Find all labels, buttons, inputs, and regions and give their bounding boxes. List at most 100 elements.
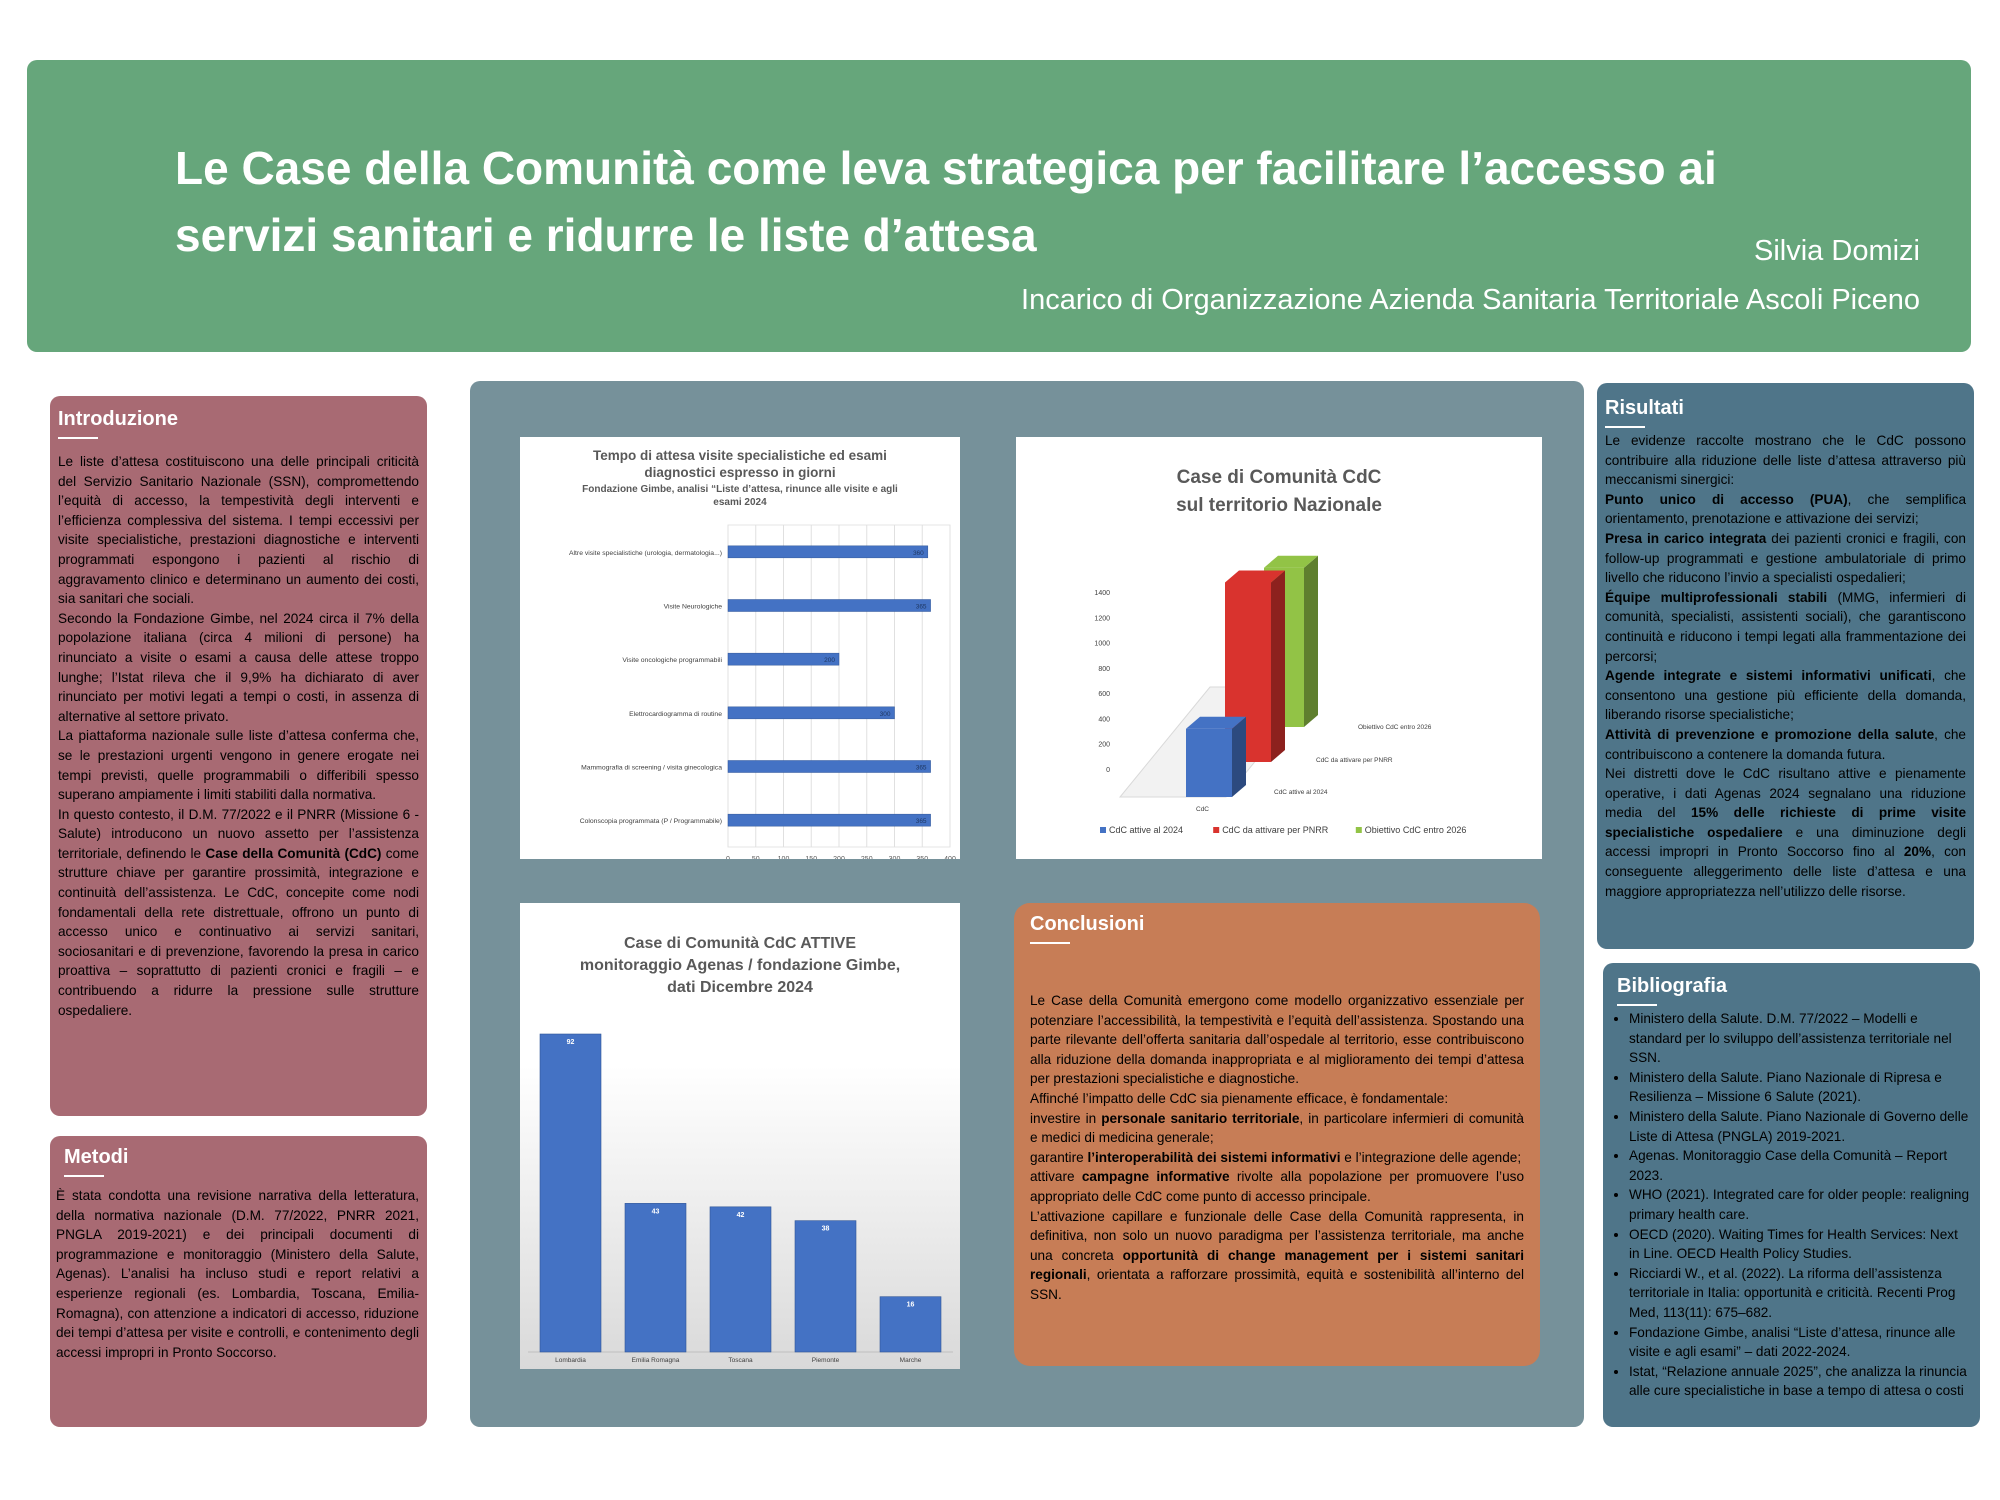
chart2-legend-label: CdC da attivare per PNRR [1222,825,1329,835]
concl-list-item: garantire l’interoperabilità dei sistemi… [1030,1149,1522,1165]
chart2-y-tick-label: 0 [1106,767,1110,774]
concl-paragraph: L’attivazione capillare e funzionale del… [1030,1208,1524,1302]
chart1-x-tick-label: 350 [916,856,928,859]
chart1-x-tick-label: 400 [944,856,956,859]
chart1-bar [727,760,931,773]
chart3-category-label: Emilia Romagna [632,1357,680,1364]
chart1-category-label: Elettrocardiogramma di routine [629,711,722,718]
chart1-bar [727,652,840,666]
chart2-title: Case di Comunità CdC sul territorio Nazi… [1176,467,1382,516]
cdc-national-chart: Case di Comunità CdC sul territorio Nazi… [1016,437,1542,859]
concl-list-item: investire in personale sanitario territo… [1030,1110,1524,1146]
chart1-bar [727,599,931,612]
chart2-bar-side [1232,716,1246,797]
intro-paragraph: Secondo la Fondazione Gimbe, nel 2024 ci… [58,610,419,724]
chart1-plot: 0 50 100 150 200 250 300 350 400 Altre visite spe… [569,524,956,859]
conclusioni-title: Conclusioni [1030,913,1144,944]
chart2-depth-label: CdC attive al 2024 [1274,789,1328,796]
chart1-category-label: Altre visite specialistiche (urologia, d… [569,550,722,557]
risultati-item: Presa in carico integrata dei pazienti c… [1605,530,1966,586]
bibliografia-body: Ministero della Salute. D.M. 77/2022 – M… [1613,1009,1970,1401]
risultati-body: Le evidenze raccolte mostrano che le CdC… [1605,431,1966,901]
chart1-bar [727,706,895,720]
cdc-active-regions-chart: Case di Comunità CdC ATTIVE monitoraggio… [520,903,960,1369]
chart3-plot: 92 Lombardia 43 Emilia Romagna 42 Toscana 38 Pi… [528,1033,953,1364]
chart1-bar [727,545,929,559]
title-line-1: Le Case della Comunità come leva strateg… [175,142,1717,194]
risultati-paragraph: Nei distretti dove le CdC risultano atti… [1605,766,1967,899]
risultati-item: Équipe multiprofessionali stabili (MMG, … [1605,589,1966,664]
risultati-item: Agende integrate e sistemi informativi u… [1605,668,1966,723]
chart3-bar [794,1220,857,1353]
chart1-x-tick-label: 100 [778,856,790,859]
chart3-category-label: Piemonte [812,1357,840,1364]
chart3-category-label: Toscana [728,1357,753,1364]
chart2-bar [1186,728,1232,797]
risultati-title: Risultati [1605,397,1684,428]
chart2-bar-top [1225,570,1285,583]
chart2-legend-label: Obiettivo CdC entro 2026 [1365,825,1467,835]
bibliography-item: Fondazione Gimbe, analisi “Liste d’attes… [1629,1323,1970,1362]
chart1-x-tick-label: 250 [861,856,873,859]
bibliografia-section: Bibliografia Ministero della Salute. D.M… [1603,963,1980,1427]
chart1-x-tick-label: 150 [805,856,817,859]
chart2-y-tick-label: 1200 [1094,615,1110,622]
chart1-data-label: 360 [913,550,924,557]
concl-paragraph: Le Case della Comunità emergono come mod… [1030,993,1524,1087]
chart2-y-tick-label: 600 [1098,691,1110,698]
chart2-bar-side [1271,570,1285,762]
chart3-category-label: Marche [900,1357,922,1364]
intro-paragraph: In questo contesto, il D.M. 77/2022 e il… [58,806,419,1018]
poster-title: Le Case della Comunità come leva strateg… [175,135,1875,269]
chart1-category-label: Colonscopia programmata (P / Programmabi… [580,818,722,825]
chart3-data-label: 16 [907,1302,915,1309]
author-affiliation: Incarico di Organizzazione Azienda Sanit… [1021,284,1920,316]
chart1-data-label: 200 [824,657,835,664]
chart1-data-label: 365 [916,765,927,772]
chart1-category-label: Mammografia di screening / visita gineco… [581,765,722,772]
metodi-title: Metodi [64,1146,128,1177]
conclusioni-section: Conclusioni Le Case della Comunità emerg… [1014,903,1540,1366]
risultati-section: Risultati Le evidenze raccolte mostrano … [1597,383,1974,949]
chart2-legend-swatch [1355,827,1362,833]
concl-paragraph: Affinché l’impatto delle CdC sia piename… [1030,1090,1449,1106]
introduzione-body: Le liste d’attesa costituiscono una dell… [58,452,419,1020]
chart1-data-label: 365 [916,604,927,611]
bibliography-item: WHO (2021). Integrated care for older pe… [1629,1185,1970,1224]
chart2-depth-label: Obiettivo CdC entro 2026 [1358,724,1432,731]
chart2-y-tick-label: 1000 [1094,641,1110,648]
chart2-bar-top [1186,716,1246,729]
chart3-data-label: 42 [737,1212,745,1219]
chart3-title: Case di Comunità CdC ATTIVE monitoraggio… [579,935,901,996]
intro-paragraph: La piattaforma nazionale sulle liste d’a… [58,728,419,803]
chart3-data-label: 92 [567,1039,575,1046]
title-line-2: servizi sanitari e ridurre le liste d’at… [175,209,1037,261]
metodi-section: Metodi È stata condotta una revisione na… [50,1136,427,1427]
chart1-x-tick-label: 300 [889,856,901,859]
chart2-bar-side [1304,555,1318,727]
chart3-category-label: Lombardia [555,1357,586,1364]
chart1-x-tick-label: 0 [726,856,730,859]
metodi-paragraph: È stata condotta una revisione narrativa… [56,1188,419,1360]
bibliography-item: Ministero della Salute. D.M. 77/2022 – M… [1629,1009,1970,1068]
chart1-data-label: 365 [916,818,927,825]
intro-paragraph: Le liste d’attesa costituiscono una dell… [58,454,419,607]
chart3-bar [709,1206,772,1353]
conclusioni-body: Le Case della Comunità emergono come mod… [1030,991,1524,1305]
bibliography-item: Ministero della Salute. Piano Nazionale … [1629,1107,1970,1146]
bibliografia-title: Bibliografia [1617,975,1727,1006]
author-name: Silvia Domizi [1754,235,1920,267]
chart2-y-tick-label: 800 [1098,666,1110,673]
chart1-x-tick-label: 50 [752,856,760,859]
bibliography-item: OECD (2020). Waiting Times for Health Se… [1629,1225,1970,1264]
chart2-legend-swatch [1100,827,1106,833]
waiting-times-chart: Tempo di attesa visite specialistiche ed… [520,437,960,859]
title-banner [27,60,1971,352]
risultati-item: Punto unico di accesso (PUA), che sempli… [1605,491,1967,527]
chart1-subtitle: Fondazione Gimbe, analisi “Liste d’attes… [582,484,898,508]
chart2-y-tick-label: 200 [1098,742,1110,749]
chart2-category-label: CdC [1196,806,1209,813]
bibliography-item: Agenas. Monitoraggio Case della Comunità… [1629,1146,1970,1185]
chart2-legend-label: CdC attive al 2024 [1109,825,1183,835]
chart3-bar [624,1203,687,1353]
